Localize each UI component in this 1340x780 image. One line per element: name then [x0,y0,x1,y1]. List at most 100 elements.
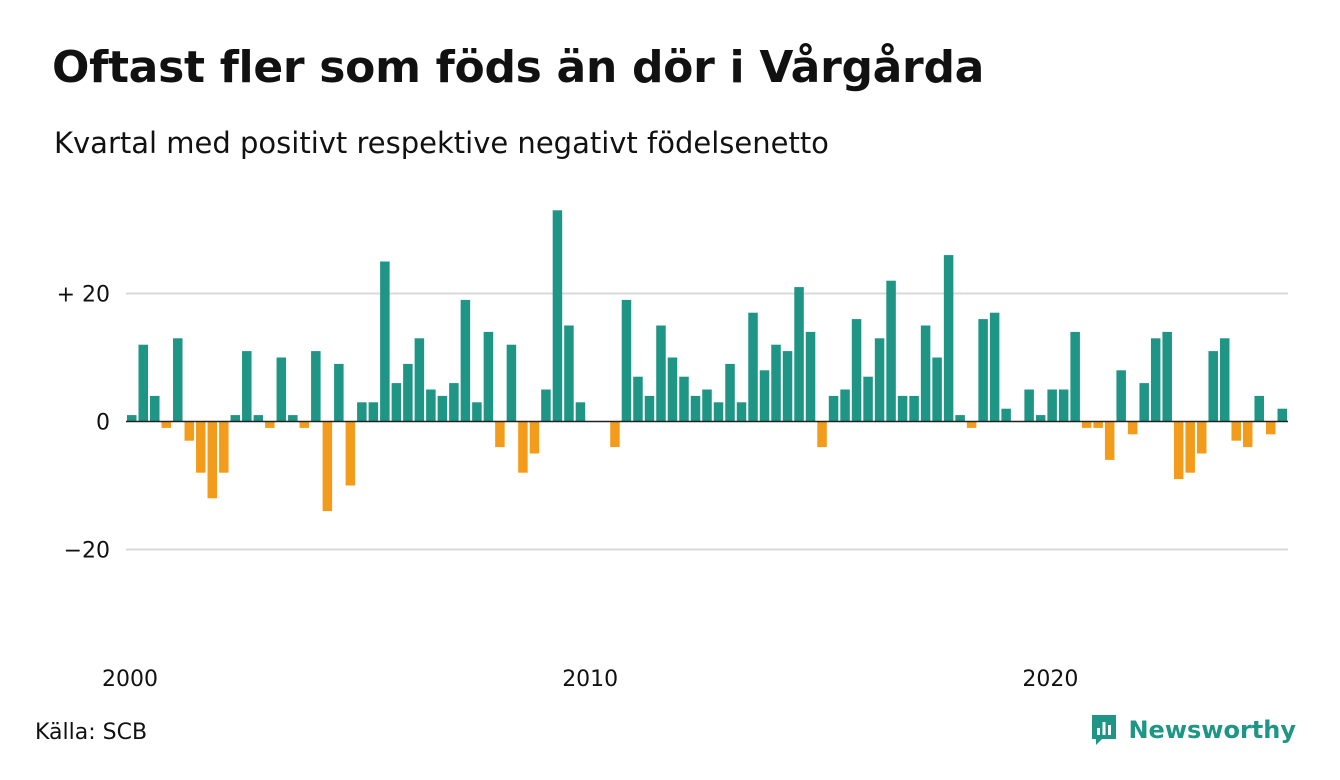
x-tick-label: 2000 [102,667,158,692]
bar [863,376,873,422]
bar [1277,408,1287,422]
bar [276,357,287,422]
bar [725,363,735,422]
bar [403,363,413,422]
bar [1104,421,1115,460]
bar [978,319,988,422]
bar [690,395,701,422]
newsworthy-logo-icon [1092,715,1117,745]
bar [426,389,436,422]
source-note: Källa: SCB [35,720,148,745]
bar [794,287,804,422]
bar [932,357,942,422]
bar [1001,408,1011,422]
bar [989,312,1000,422]
bar [851,319,862,422]
bar [1265,421,1276,435]
bar [1127,421,1138,435]
bar [679,376,689,422]
bar [1196,421,1207,454]
chart-subtitle: Kvartal med positivt respektive negativt… [54,126,829,160]
bar [138,344,149,422]
bar [242,351,252,422]
bar [874,338,885,422]
bar [736,402,747,422]
bar [322,421,333,512]
bar [1024,389,1034,422]
bar [748,312,758,422]
bar [495,421,505,448]
bar [1219,338,1230,422]
bar [161,421,172,428]
bar [207,421,218,499]
bar [529,421,540,454]
bar [955,415,965,422]
bar [196,421,206,473]
bar [184,421,195,441]
bar [1093,421,1103,428]
bar [920,325,931,422]
bar [805,331,816,422]
bar [943,255,954,422]
bar [1208,351,1218,422]
bar [644,395,655,422]
bar [633,376,643,422]
grid-lines [126,292,1288,551]
bar [575,402,586,422]
chart-title: Oftast fler som föds än dör i Vårgårda [52,42,985,93]
bar [702,389,712,422]
bar [1035,415,1046,422]
bar [1070,331,1080,422]
bar [817,421,827,448]
brand-logo: Newsworthy [1090,713,1296,747]
y-tick-label: 0 [96,411,110,436]
bar [230,415,241,422]
x-tick-label: 2010 [562,667,618,692]
bar [541,389,551,422]
y-tick-label: −20 [64,539,110,564]
bar [368,402,379,422]
bar [483,331,494,422]
bar [311,351,321,422]
bar [656,325,666,422]
bar [713,402,724,422]
bar [391,383,402,422]
y-tick-label: + 20 [57,283,110,308]
bar [173,338,183,422]
bar [840,389,850,422]
bar [414,338,425,422]
bar [1081,421,1092,428]
bar [299,421,310,428]
bar [1242,421,1253,448]
bar [1116,370,1126,422]
bar [288,415,298,422]
bar [552,210,563,422]
bars [127,210,1287,512]
axes: + 20 0 −20 2000 2010 2020 [57,283,1288,692]
bar [357,402,367,422]
x-tick-label: 2020 [1022,667,1078,692]
bar [610,421,620,448]
bar [219,421,229,473]
bar [253,415,264,422]
bar [759,370,770,422]
bar [334,363,344,422]
bar [909,395,919,422]
bar [1173,421,1184,480]
bar [1185,421,1195,473]
bar [1058,389,1069,422]
bar [380,261,390,422]
bar [1162,331,1172,422]
bar [127,415,137,422]
bar [771,344,781,422]
bar [472,402,482,422]
bar [782,351,793,422]
bar [150,395,160,422]
bar [897,395,908,422]
bar [265,421,275,428]
bar [437,395,448,422]
bar [506,344,517,422]
bar [1231,421,1241,441]
bar [564,325,574,422]
bar [828,395,839,422]
